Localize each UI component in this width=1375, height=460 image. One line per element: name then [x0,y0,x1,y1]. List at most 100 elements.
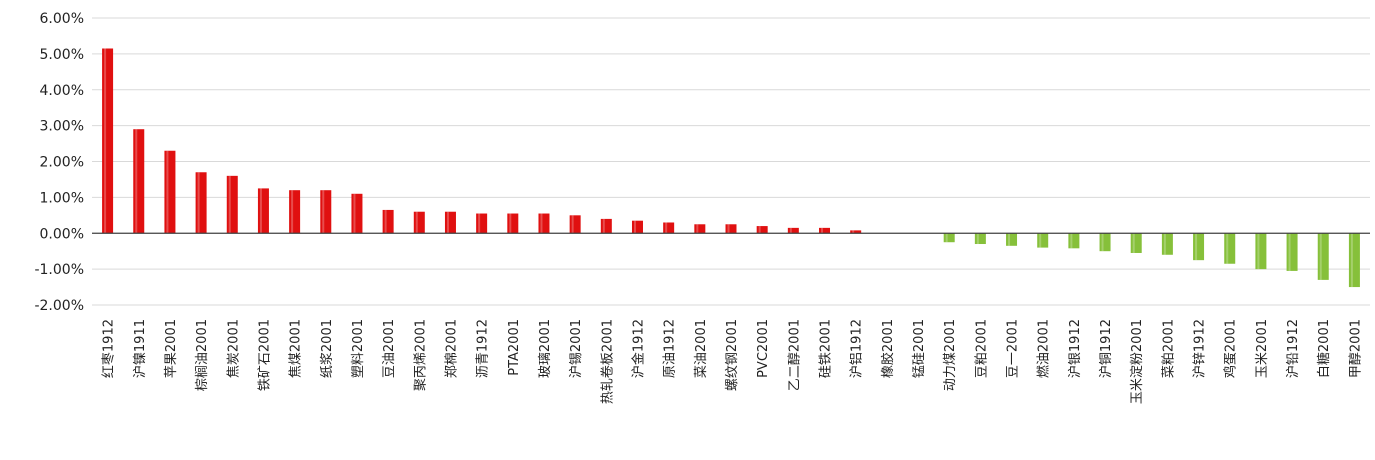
x-category-label: 郑棉2001 [444,319,459,378]
bar-highlight [696,224,699,234]
bar [663,222,675,234]
bar [1130,233,1142,253]
x-category-label: 硅铁2001 [819,319,834,378]
bar-highlight [1070,233,1073,249]
x-category-label: 橡胶2001 [880,319,896,378]
y-tick-label: -2.00% [34,298,84,314]
bar [413,211,425,234]
x-category-label: 塑料2001 [351,319,366,378]
x-category-label: PVC2001 [756,319,771,378]
x-category-label: 焦炭2001 [226,319,241,378]
bar-highlight [1132,233,1135,253]
bar [600,218,612,234]
bar [756,226,768,234]
bar-highlight [353,193,356,234]
y-tick-label: 5.00% [40,47,84,63]
x-category-label: 焦煤2001 [289,319,304,378]
bar [289,190,301,234]
bar [351,193,363,234]
bar-highlight [1319,233,1322,280]
bar [444,211,456,234]
x-category-label: 棕榈油2001 [195,319,210,391]
bar-highlight [291,190,294,234]
bar-highlight [976,233,979,245]
bar-highlight [1226,233,1229,264]
bar-highlight [758,226,761,234]
x-category-label: 甲醇2001 [1347,319,1363,378]
bar [1161,233,1173,255]
x-category-label: 菜粕2001 [1161,319,1176,378]
bar [1224,233,1236,264]
bar-highlight [1195,233,1198,261]
x-category-label: PTA2001 [507,319,522,376]
bar [320,190,332,234]
x-category-label: 原油1912 [663,319,678,378]
bar-highlight [478,213,481,234]
bars [102,48,1360,288]
y-tick-label: 6.00% [40,11,84,27]
bar [257,188,269,234]
y-tick-label: 2.00% [40,155,84,171]
bar-highlight [727,224,730,234]
bar-highlight [135,129,138,234]
bar [538,213,550,234]
bar [133,129,145,234]
y-tick-label: 0.00% [40,226,84,242]
y-axis-ticks: 6.00% 5.00% 4.00% 3.00% 2.00% 1.00% 0.00% -1.00… [34,11,84,314]
bar-highlight [228,175,231,234]
bar [1255,233,1267,270]
x-category-label: 热轧卷板2001 [599,319,615,404]
x-category-label: 玉米淀粉2001 [1130,319,1145,404]
bar-highlight [633,220,636,234]
bar-highlight [384,209,387,234]
x-category-label: 玻璃2001 [538,319,553,378]
x-category-label: 玉米2001 [1255,319,1270,378]
bar-highlight [166,150,169,234]
x-category-label: 沪锌1912 [1192,319,1208,378]
bar-highlight [1288,233,1291,271]
x-category-label: 菜油2001 [694,319,709,378]
x-category-label: 沪银1912 [1067,319,1083,378]
x-category-label: 乙二醇2001 [786,319,802,391]
bar [850,230,862,234]
bar-highlight [1101,233,1104,252]
bar [725,224,737,234]
x-category-label: 红枣1912 [101,319,117,378]
bar [507,213,519,234]
bar-highlight [821,227,824,234]
bar [819,227,831,234]
x-category-label: 沪镍1911 [132,319,148,378]
bar [1317,233,1329,280]
bar [1006,233,1018,246]
x-category-label: 沪锡2001 [568,319,584,378]
bar-highlight [789,227,792,234]
bar [195,172,207,234]
bar [631,220,643,234]
bar [102,48,114,234]
bar [382,209,394,234]
bar-highlight [1039,233,1042,248]
bar [569,215,581,234]
bar-highlight [446,211,449,234]
bar [1068,233,1080,249]
x-category-label: 锰硅2001 [912,319,927,378]
bar-highlight [322,190,325,234]
bar-highlight [1350,233,1353,288]
y-tick-label: 4.00% [40,83,84,99]
x-category-label: 豆一2001 [1006,319,1021,378]
bar-highlight [1163,233,1166,255]
bar-highlight [665,222,668,234]
bar [164,150,176,234]
x-category-label: 螺纹钢2001 [725,319,740,391]
y-tick-label: -1.00% [34,262,84,278]
y-tick-label: 1.00% [40,190,84,206]
x-category-label: 白糖2001 [1316,319,1332,378]
bar [1348,233,1360,288]
x-category-label: 燃油2001 [1036,319,1052,378]
bar [1193,233,1205,261]
bar [787,227,799,234]
bar [1037,233,1049,248]
bar [1099,233,1111,252]
x-category-label: 沪铝1912 [849,319,865,378]
